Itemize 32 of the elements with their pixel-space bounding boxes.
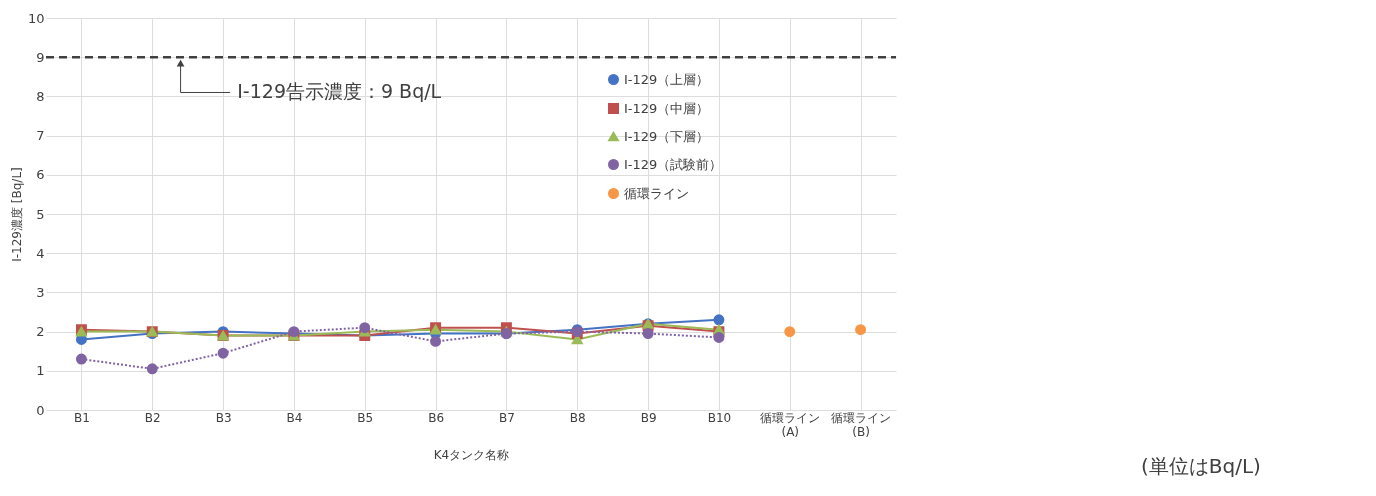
y-tick-label: 9	[36, 49, 45, 65]
x-tick-label: B8	[569, 410, 586, 425]
y-tick-label: 1	[36, 363, 45, 379]
x-tick-label: B7	[498, 410, 515, 425]
y-axis-title: I-129濃度 [Bq/L]	[9, 167, 24, 262]
x-axis-title: K4タンク名称	[433, 447, 510, 462]
legend-label: 循環ライン	[624, 185, 689, 201]
x-tick-label: B6	[428, 410, 445, 425]
y-tick-label: 4	[36, 245, 45, 261]
legend-label: I-129（上層）	[624, 71, 710, 87]
x-tick-label: B4	[286, 410, 303, 425]
text: (単位はBq/L)	[1141, 454, 1261, 478]
x-tick-label: B1	[73, 410, 90, 425]
y-tick-label: 7	[36, 128, 45, 144]
x-tick-label: B9	[640, 410, 657, 425]
legend-label: I-129（中層）	[624, 100, 710, 116]
x-tick-label: B10	[707, 410, 732, 425]
x-tick-label: B5	[357, 410, 374, 425]
y-tick-label: 8	[36, 88, 45, 104]
x-tick-label: B2	[144, 410, 161, 425]
legend-label: I-129告示濃度：9 Bq/L	[237, 80, 442, 103]
x-tick-label: B3	[215, 410, 232, 425]
y-tick-label: 6	[36, 167, 45, 183]
y-tick-label: 10	[27, 10, 45, 26]
y-tick-label: 5	[36, 206, 45, 222]
legend-label: I-129（下層）	[624, 128, 710, 144]
x-tick-label: 循環ライン(A)	[760, 410, 821, 439]
y-tick-label: 3	[36, 284, 45, 300]
x-tick-label: 循環ライン(B)	[831, 410, 892, 439]
y-tick-label: 0	[36, 402, 45, 418]
y-tick-label: 2	[36, 324, 45, 340]
legend-label: I-129（試験前）	[624, 156, 723, 172]
